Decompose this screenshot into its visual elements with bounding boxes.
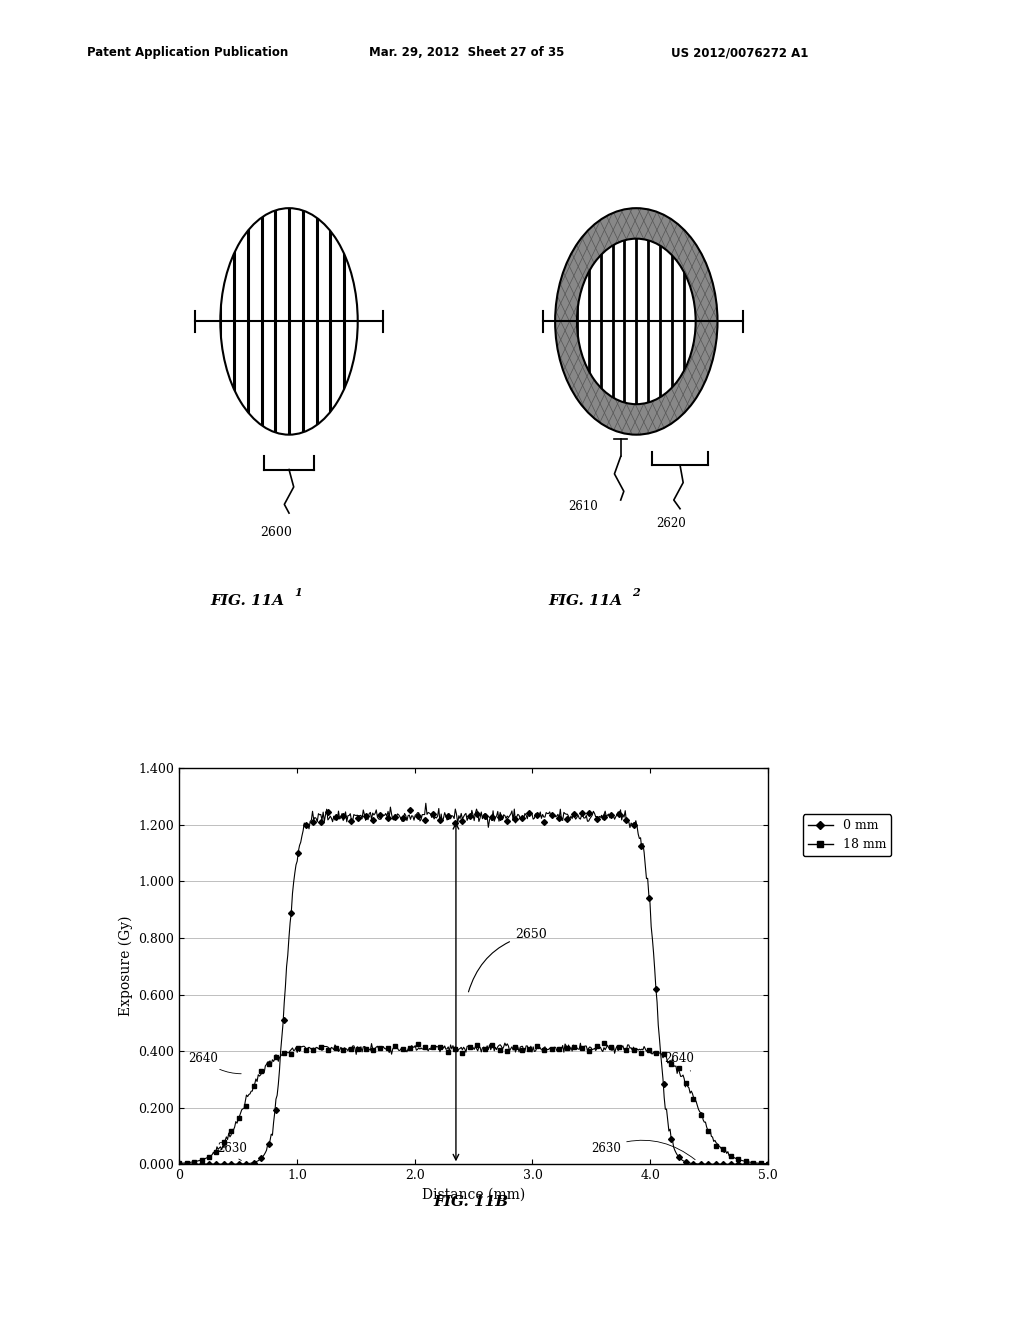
FancyBboxPatch shape — [480, 112, 805, 574]
Text: Patent Application Publication: Patent Application Publication — [87, 46, 289, 59]
Text: 2640: 2640 — [665, 1052, 694, 1071]
Ellipse shape — [577, 239, 695, 404]
X-axis label: Distance (mm): Distance (mm) — [422, 1188, 525, 1201]
Legend: 0 mm, 18 mm: 0 mm, 18 mm — [803, 814, 891, 857]
FancyBboxPatch shape — [142, 112, 467, 574]
Text: 2630: 2630 — [217, 1142, 247, 1160]
Text: 2620: 2620 — [655, 517, 685, 531]
Text: 2: 2 — [632, 587, 640, 598]
Text: Mar. 29, 2012  Sheet 27 of 35: Mar. 29, 2012 Sheet 27 of 35 — [369, 46, 564, 59]
Ellipse shape — [220, 209, 357, 434]
Text: FIG. 11B: FIG. 11B — [433, 1195, 509, 1209]
Text: 1: 1 — [295, 587, 302, 598]
Text: 2610: 2610 — [568, 500, 598, 513]
Text: 2650: 2650 — [469, 928, 547, 991]
Ellipse shape — [555, 209, 718, 434]
Text: FIG. 11A: FIG. 11A — [548, 594, 622, 609]
Text: US 2012/0076272 A1: US 2012/0076272 A1 — [671, 46, 808, 59]
Text: 2600: 2600 — [260, 527, 293, 539]
Text: 2640: 2640 — [188, 1052, 242, 1073]
Y-axis label: Exposure (Gy): Exposure (Gy) — [119, 916, 133, 1016]
Text: FIG. 11A: FIG. 11A — [210, 594, 284, 609]
Text: 2630: 2630 — [591, 1140, 695, 1160]
